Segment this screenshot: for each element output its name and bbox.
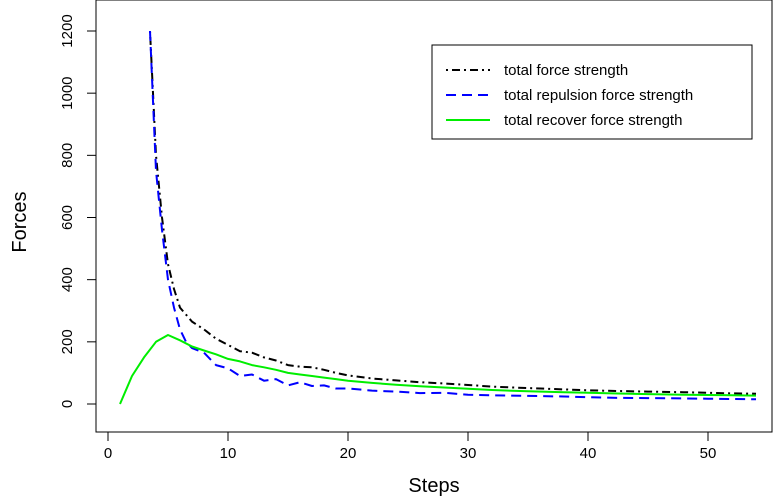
series-layer — [119, 30, 757, 405]
y-tick-label: 200 — [59, 329, 76, 354]
x-tick-label: 20 — [340, 445, 357, 462]
x-axis: 0 10 20 30 40 50 — [104, 431, 717, 462]
series-line — [149, 30, 757, 401]
series-line — [119, 334, 757, 405]
legend-box — [431, 44, 753, 140]
legend: total force strength total repulsion forc… — [431, 44, 753, 140]
x-tick-label: 0 — [104, 445, 112, 462]
legend-label: total force strength — [504, 62, 628, 79]
x-tick-label: 40 — [580, 445, 597, 462]
y-tick-label: 0 — [59, 400, 76, 408]
y-tick-label: 1200 — [59, 14, 76, 47]
x-axis-title: Steps — [408, 475, 459, 497]
legend-label: total repulsion force strength — [504, 87, 693, 104]
legend-label: total recover force strength — [504, 112, 682, 129]
y-tick-label: 800 — [59, 143, 76, 168]
y-axis: 0 200 400 600 800 1000 1200 — [59, 14, 97, 408]
y-tick-label: 1000 — [59, 76, 76, 109]
x-tick-label: 50 — [700, 445, 717, 462]
series-line — [149, 30, 757, 395]
x-tick-label: 30 — [460, 445, 477, 462]
x-tick-label: 10 — [220, 445, 237, 462]
y-tick-label: 600 — [59, 205, 76, 230]
y-axis-title: Forces — [9, 191, 31, 252]
y-tick-label: 400 — [59, 267, 76, 292]
